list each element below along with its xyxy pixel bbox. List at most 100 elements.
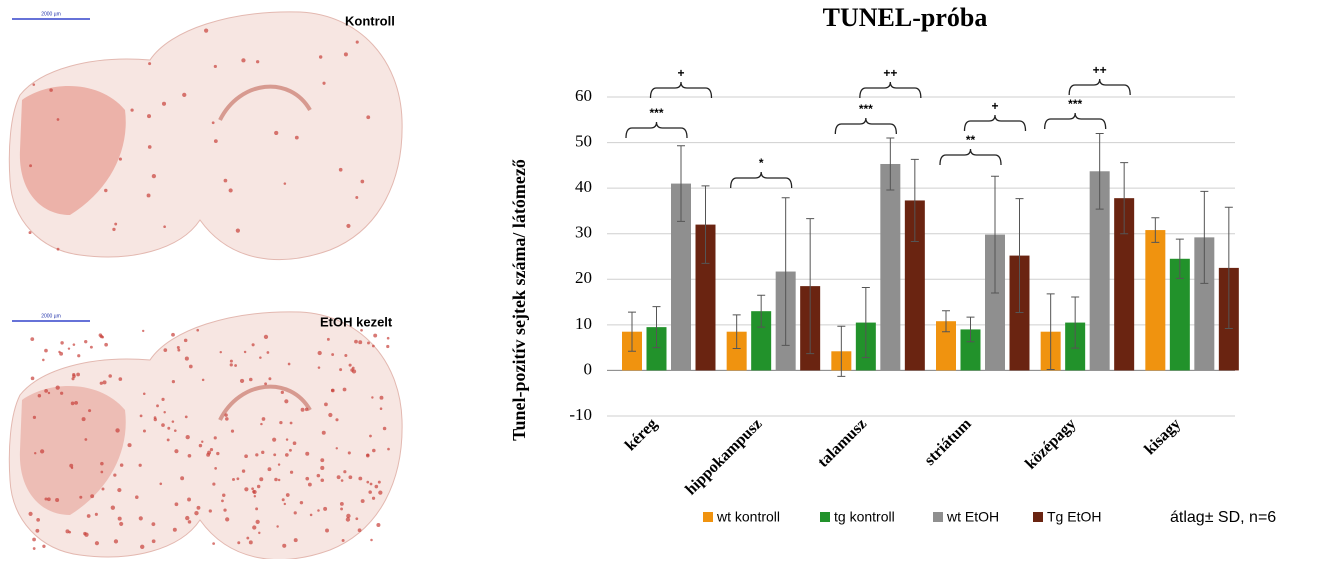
cell (299, 500, 304, 505)
cell (260, 422, 263, 426)
cell (188, 364, 193, 369)
cell (81, 417, 86, 422)
cell (255, 453, 259, 457)
cell (360, 179, 365, 184)
cell (187, 520, 192, 524)
cell (127, 443, 132, 448)
cell (98, 333, 103, 337)
cell (355, 195, 359, 199)
micrographs (8, 11, 403, 560)
cell (206, 452, 211, 457)
cell (255, 60, 260, 64)
significance-bracket (834, 117, 897, 135)
cell (305, 451, 310, 456)
cell (112, 227, 116, 232)
cell (138, 516, 143, 521)
cell (368, 490, 372, 494)
cell (348, 475, 353, 480)
cell (167, 426, 171, 430)
cell (316, 473, 321, 478)
cell (84, 532, 89, 537)
error-bar (1175, 238, 1184, 279)
cell (360, 328, 363, 332)
cell (163, 411, 166, 414)
cell (32, 537, 36, 542)
micrograph (8, 11, 403, 260)
cell (101, 335, 105, 339)
cell (55, 385, 60, 390)
cell (276, 525, 279, 528)
legend-swatch (933, 512, 943, 522)
error-bar (1046, 293, 1055, 371)
brain-section (8, 311, 403, 560)
significance-label: * (759, 156, 764, 170)
cell (241, 469, 246, 473)
significance-label: *** (859, 102, 873, 116)
error-bar (701, 185, 710, 264)
significance-bracket (939, 148, 1002, 166)
cell (373, 333, 378, 338)
y-tick-label: 0 (584, 359, 593, 378)
cell (147, 114, 152, 119)
cell (172, 527, 177, 532)
cell (224, 413, 228, 417)
cell (365, 453, 370, 458)
error-bar (991, 175, 999, 294)
cell (234, 364, 237, 367)
cell (76, 372, 80, 377)
error-bar (1015, 198, 1024, 314)
cell (60, 341, 64, 345)
error-bar (781, 197, 790, 346)
cell (317, 350, 322, 356)
cell (328, 412, 333, 418)
cell (229, 363, 233, 367)
cell (69, 463, 74, 468)
cell (258, 531, 261, 535)
error-bar (1095, 132, 1104, 210)
cell (317, 509, 320, 512)
cell (256, 484, 261, 489)
cell (194, 510, 199, 516)
cell (142, 392, 146, 396)
cell (58, 350, 61, 354)
cell (147, 145, 152, 149)
cell (252, 525, 257, 530)
significance-label: *** (649, 106, 663, 120)
cell (56, 118, 60, 121)
y-tick-label: 20 (575, 268, 592, 287)
significance-label: ++ (1093, 63, 1107, 77)
cell (248, 540, 253, 545)
cell (369, 482, 373, 486)
significance-bracket (859, 81, 922, 99)
x-tick-label: kisagy (1141, 415, 1184, 458)
bar (904, 200, 925, 371)
cell (370, 538, 373, 542)
cell (32, 415, 37, 419)
cell (74, 400, 79, 405)
legend-swatch (703, 512, 713, 522)
cell (346, 513, 351, 519)
cell (28, 231, 32, 235)
cell (274, 477, 278, 482)
cell (307, 482, 312, 487)
cell (173, 429, 177, 432)
cell (29, 164, 33, 168)
cell (153, 416, 157, 419)
cell (345, 517, 351, 522)
cell (84, 438, 88, 441)
significance-label: + (677, 66, 684, 80)
cell (166, 438, 170, 442)
cell (335, 418, 339, 422)
cell (344, 353, 348, 358)
cell (104, 188, 108, 193)
cerebellum (19, 86, 126, 215)
bar (936, 321, 956, 371)
cell (246, 536, 250, 540)
cell (343, 52, 348, 57)
bar (1089, 171, 1110, 371)
cell (30, 337, 35, 342)
cell (84, 340, 88, 344)
cell (184, 415, 188, 419)
cell (171, 420, 175, 423)
